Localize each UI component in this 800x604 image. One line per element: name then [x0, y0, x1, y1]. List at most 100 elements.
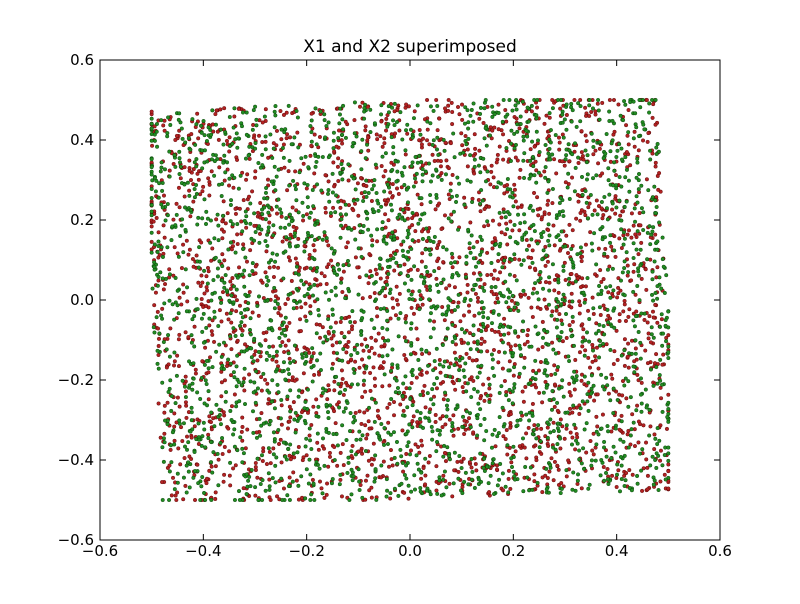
scatter-point: [483, 328, 488, 333]
scatter-point: [151, 219, 156, 224]
scatter-point: [482, 224, 487, 229]
scatter-point: [216, 324, 221, 329]
scatter-point: [369, 485, 374, 490]
scatter-point: [161, 340, 166, 345]
scatter-point: [473, 146, 478, 151]
scatter-point: [416, 221, 421, 226]
scatter-point: [659, 312, 664, 317]
scatter-point: [247, 290, 252, 295]
scatter-point: [535, 195, 540, 200]
scatter-point: [481, 314, 486, 319]
scatter-point: [352, 118, 357, 123]
scatter-point: [330, 312, 335, 317]
scatter-point: [190, 117, 195, 122]
scatter-point: [363, 124, 368, 129]
scatter-point: [387, 464, 392, 469]
scatter-point: [489, 352, 494, 357]
scatter-point: [529, 237, 534, 242]
scatter-point: [174, 498, 179, 503]
scatter-point: [350, 309, 355, 314]
scatter-point: [253, 104, 258, 109]
scatter-point: [518, 122, 523, 127]
scatter-point: [384, 128, 389, 133]
scatter-point: [392, 486, 397, 491]
scatter-point: [666, 350, 671, 355]
scatter-point: [521, 328, 526, 333]
scatter-point: [181, 475, 186, 480]
scatter-point: [462, 479, 467, 484]
scatter-point: [403, 356, 408, 361]
scatter-point: [492, 427, 497, 432]
scatter-point: [316, 404, 321, 409]
scatter-point: [248, 379, 253, 384]
scatter-point: [401, 239, 406, 244]
scatter-point: [206, 176, 211, 181]
scatter-point: [188, 214, 193, 219]
scatter-point: [189, 340, 194, 345]
scatter-point: [209, 169, 214, 174]
scatter-point: [593, 445, 598, 450]
scatter-point: [564, 423, 569, 428]
scatter-point: [654, 204, 659, 209]
scatter-point: [436, 256, 441, 261]
scatter-point: [434, 376, 439, 381]
scatter-point: [590, 106, 595, 111]
scatter-point: [653, 290, 658, 295]
scatter-point: [418, 424, 423, 429]
scatter-point: [278, 225, 283, 230]
scatter-point: [156, 195, 161, 200]
scatter-point: [338, 390, 343, 395]
scatter-point: [508, 412, 513, 417]
scatter-point: [602, 478, 607, 483]
scatter-point: [351, 414, 356, 419]
scatter-point: [472, 283, 477, 288]
scatter-point: [408, 452, 413, 457]
scatter-point: [607, 97, 612, 102]
scatter-point: [249, 468, 254, 473]
scatter-point: [174, 373, 179, 378]
scatter-point: [286, 367, 291, 372]
scatter-point: [352, 226, 357, 231]
scatter-point: [655, 284, 660, 289]
scatter-point: [209, 298, 214, 303]
scatter-point: [156, 274, 161, 279]
scatter-point: [522, 342, 527, 347]
scatter-point: [633, 232, 638, 237]
scatter-point: [381, 459, 386, 464]
scatter-point: [320, 237, 325, 242]
scatter-point: [574, 273, 579, 278]
scatter-point: [509, 128, 514, 133]
scatter-point: [645, 230, 650, 235]
scatter-point: [238, 435, 243, 440]
scatter-point: [227, 473, 232, 478]
scatter-point: [581, 446, 586, 451]
scatter-point: [537, 150, 542, 155]
scatter-point: [207, 193, 212, 198]
scatter-point: [485, 219, 490, 224]
scatter-point: [192, 344, 197, 349]
scatter-point: [478, 111, 483, 116]
scatter-point: [527, 206, 532, 211]
scatter-point: [457, 378, 462, 383]
scatter-point: [315, 219, 320, 224]
scatter-point: [285, 493, 290, 498]
scatter-point: [409, 321, 414, 326]
scatter-point: [586, 355, 591, 360]
scatter-point: [609, 372, 614, 377]
scatter-point: [343, 135, 348, 140]
scatter-point: [637, 134, 642, 139]
scatter-point: [202, 362, 207, 367]
scatter-point: [325, 265, 330, 270]
scatter-point: [600, 216, 605, 221]
scatter-point: [314, 142, 319, 147]
scatter-point: [266, 228, 271, 233]
scatter-point: [566, 181, 571, 186]
scatter-point: [482, 438, 487, 443]
scatter-point: [201, 311, 206, 316]
scatter-point: [253, 141, 258, 146]
scatter-point: [538, 269, 543, 274]
scatter-point: [253, 169, 258, 174]
scatter-point: [162, 128, 167, 133]
scatter-point: [212, 424, 217, 429]
scatter-point: [160, 254, 165, 259]
